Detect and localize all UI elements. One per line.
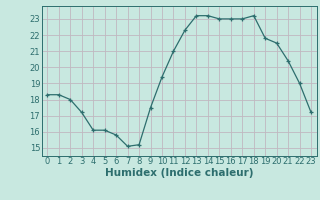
X-axis label: Humidex (Indice chaleur): Humidex (Indice chaleur) bbox=[105, 168, 253, 178]
